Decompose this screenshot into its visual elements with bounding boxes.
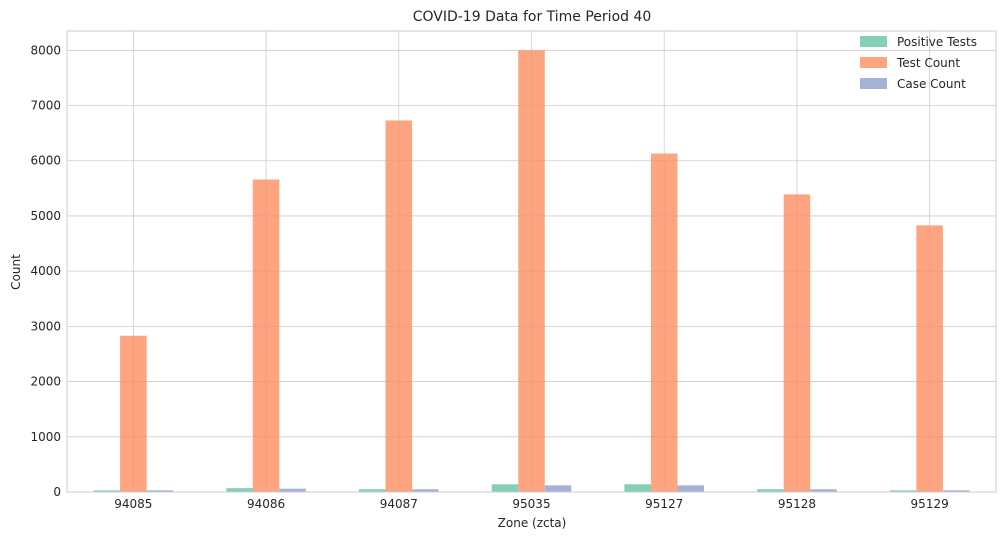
legend-entry: Case Count xyxy=(897,77,966,91)
bar-positive-tests-95129 xyxy=(889,490,917,492)
bar-case-count-95129 xyxy=(942,490,970,492)
y-tick-label: 7000 xyxy=(30,99,61,113)
legend-entry: Test Count xyxy=(896,56,960,70)
y-tick-label: 1000 xyxy=(30,430,61,444)
bar-case-count-95127 xyxy=(677,485,705,492)
bar-case-count-95035 xyxy=(544,485,572,492)
bar-case-count-94086 xyxy=(279,488,306,492)
bar-test-count-95127 xyxy=(650,153,678,493)
bar-case-count-94087 xyxy=(412,489,439,492)
bar-test-count-95128 xyxy=(783,194,811,493)
y-tick-label: 2000 xyxy=(30,375,61,389)
y-tick-label: 3000 xyxy=(30,319,61,333)
y-tick-label: 0 xyxy=(53,485,61,499)
bar-test-count-95129 xyxy=(916,225,943,493)
x-axis-label: Zone (zcta) xyxy=(498,516,567,530)
y-axis-label: Count xyxy=(9,254,23,290)
y-tick-label: 8000 xyxy=(30,43,61,57)
bar-layer xyxy=(93,50,970,493)
plot-frame xyxy=(66,30,997,493)
x-tick-label: 94085 xyxy=(114,497,152,511)
bar-test-count-94086 xyxy=(252,179,280,492)
bar-test-count-94085 xyxy=(120,335,147,492)
bar-case-count-94085 xyxy=(146,490,174,492)
chart-title: COVID-19 Data for Time Period 40 xyxy=(413,9,652,25)
bar-case-count-95128 xyxy=(810,489,837,492)
bar-test-count-95035 xyxy=(518,50,545,492)
bar-positive-tests-94086 xyxy=(226,488,253,492)
bar-positive-tests-94085 xyxy=(93,490,121,492)
x-tick-label: 95127 xyxy=(645,497,683,511)
x-tick-label: 95128 xyxy=(778,497,816,511)
bar-positive-tests-95035 xyxy=(491,484,519,492)
legend-swatch xyxy=(860,36,887,47)
legend-swatch xyxy=(860,78,887,89)
bar-positive-tests-95127 xyxy=(624,484,651,492)
tick-layer: 0 1000 2000 3000 4000 5000 6000 7000 8000 94085 94… xyxy=(30,43,948,511)
x-tick-label: 94087 xyxy=(380,497,418,511)
legend-swatch xyxy=(860,57,887,68)
y-tick-label: 5000 xyxy=(30,209,61,223)
legend-entry: Positive Tests xyxy=(897,35,977,49)
x-tick-label: 95129 xyxy=(911,497,949,511)
bar-positive-tests-94087 xyxy=(358,489,386,492)
legend: Positive Tests Test Count Case Count xyxy=(860,35,977,91)
y-tick-label: 4000 xyxy=(30,264,61,278)
y-tick-label: 6000 xyxy=(30,154,61,168)
x-tick-label: 94086 xyxy=(247,497,285,511)
bar-test-count-94087 xyxy=(385,120,413,493)
x-tick-label: 95035 xyxy=(512,497,550,511)
bar-positive-tests-95128 xyxy=(757,489,784,492)
